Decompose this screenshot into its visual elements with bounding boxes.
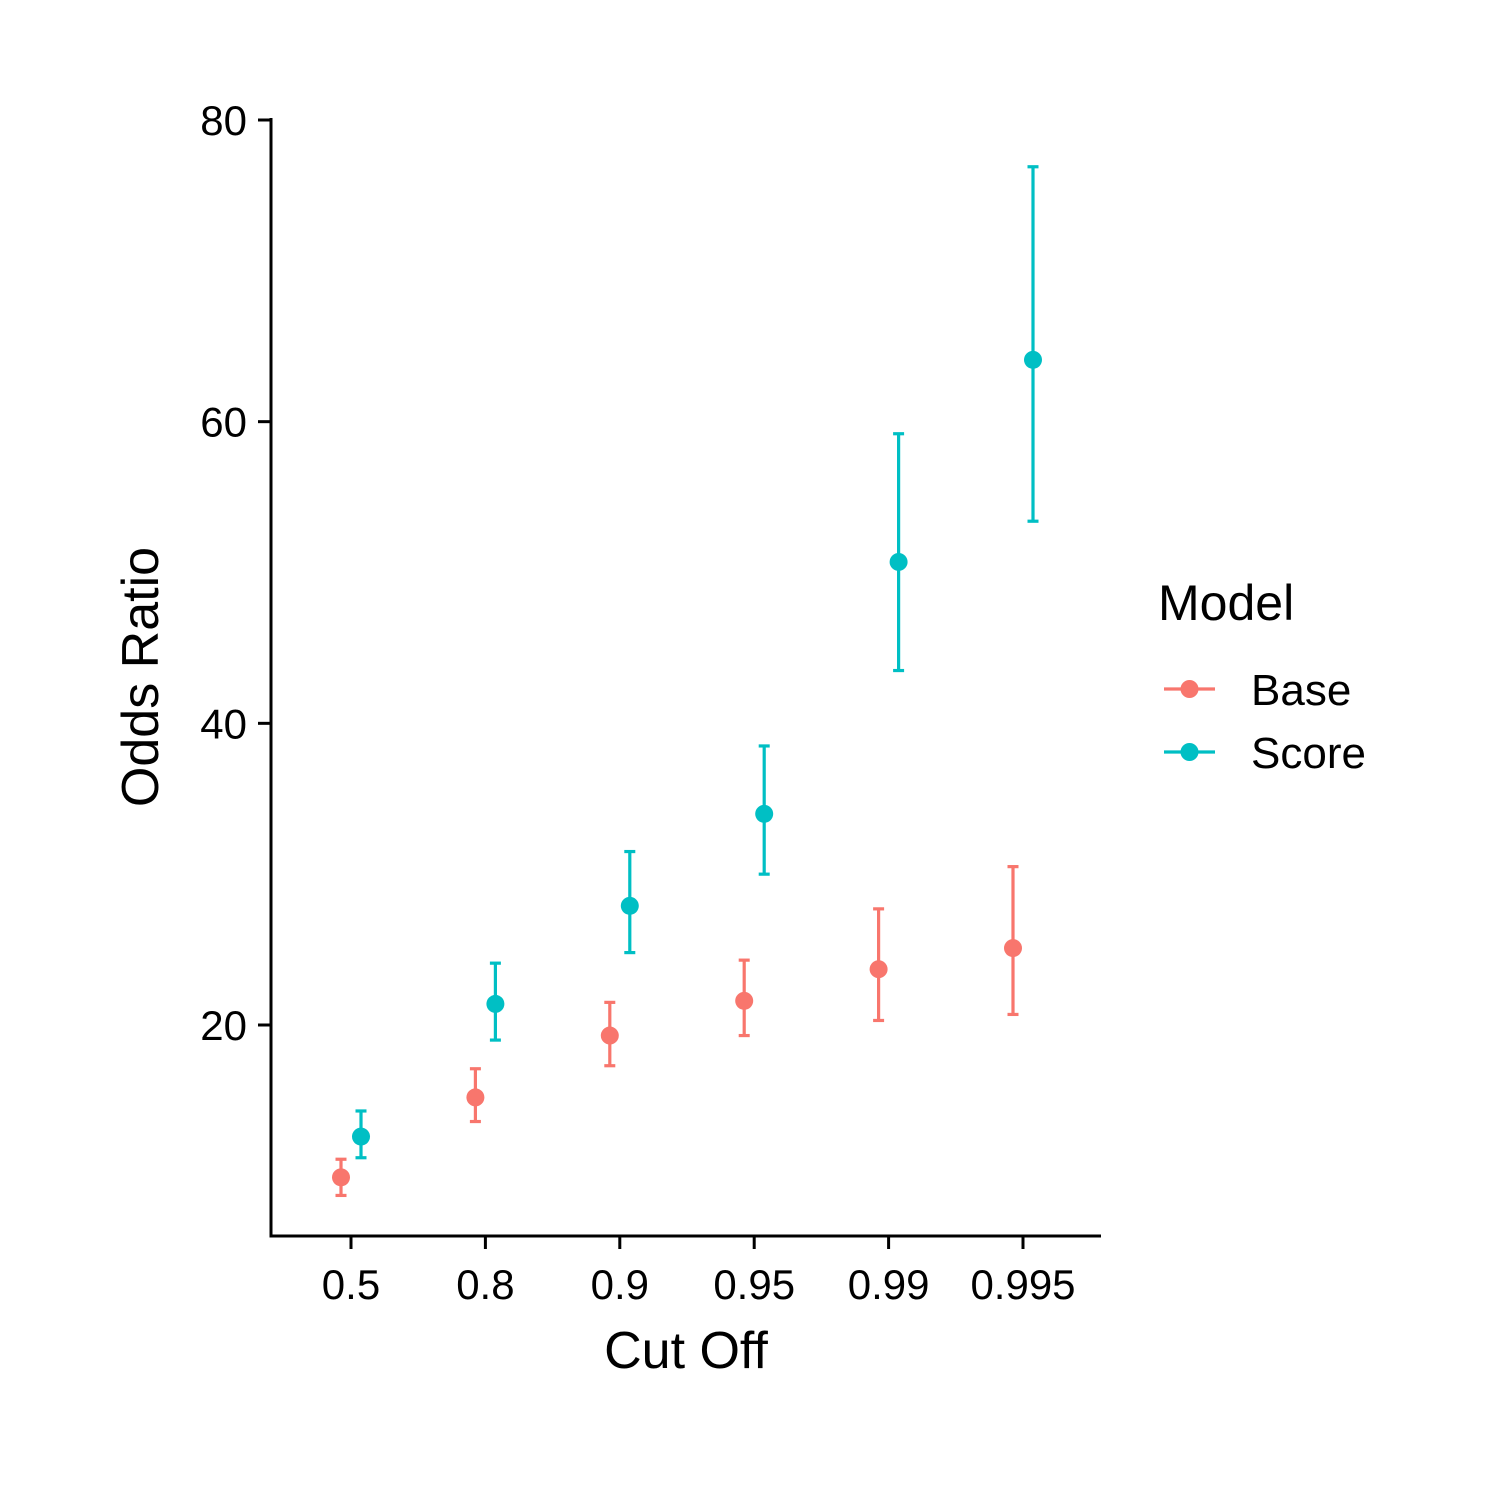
data-point: [486, 994, 505, 1013]
data-point: [889, 552, 908, 571]
data-point: [332, 1168, 350, 1187]
legend-item: Score: [1164, 729, 1366, 778]
y-tick-label: 60: [200, 399, 247, 446]
x-tick-label: 0.995: [970, 1261, 1075, 1308]
x-tick-label: 0.9: [591, 1261, 649, 1308]
legend-label: Score: [1251, 729, 1366, 778]
y-tick-label: 80: [200, 97, 247, 144]
x-tick-label: 0.99: [848, 1261, 930, 1308]
plot-marks: [332, 165, 1042, 1198]
data-point: [600, 1026, 619, 1045]
y-axis: 20 40 60 80: [200, 97, 273, 1236]
x-axis: 0.5 0.8 0.9 0.95 0.99 0.995: [269, 1234, 1101, 1308]
x-tick-label: 0.95: [713, 1261, 795, 1308]
legend-key-point: [1180, 743, 1199, 761]
legend-label: Base: [1251, 666, 1351, 715]
data-point: [755, 804, 774, 823]
data-point: [869, 960, 888, 979]
x-tick-label: 0.5: [322, 1261, 380, 1308]
data-point: [352, 1127, 370, 1146]
legend-key-point: [1180, 680, 1199, 698]
legend: Model Base Score: [1158, 575, 1366, 778]
legend-item: Base: [1164, 666, 1351, 715]
data-point: [735, 991, 754, 1010]
data-point: [1024, 350, 1042, 369]
y-tick-label: 20: [200, 1002, 247, 1049]
x-tick-label: 0.8: [456, 1261, 514, 1308]
x-axis-title: Cut Off: [604, 1322, 768, 1380]
y-tick-label: 40: [200, 700, 247, 747]
data-point: [1004, 939, 1022, 958]
data-point: [620, 896, 639, 915]
legend-title: Model: [1158, 575, 1294, 631]
data-point: [466, 1088, 485, 1107]
legend-items: Base Score: [1164, 666, 1366, 778]
y-axis-title: Odds Ratio: [112, 547, 170, 807]
